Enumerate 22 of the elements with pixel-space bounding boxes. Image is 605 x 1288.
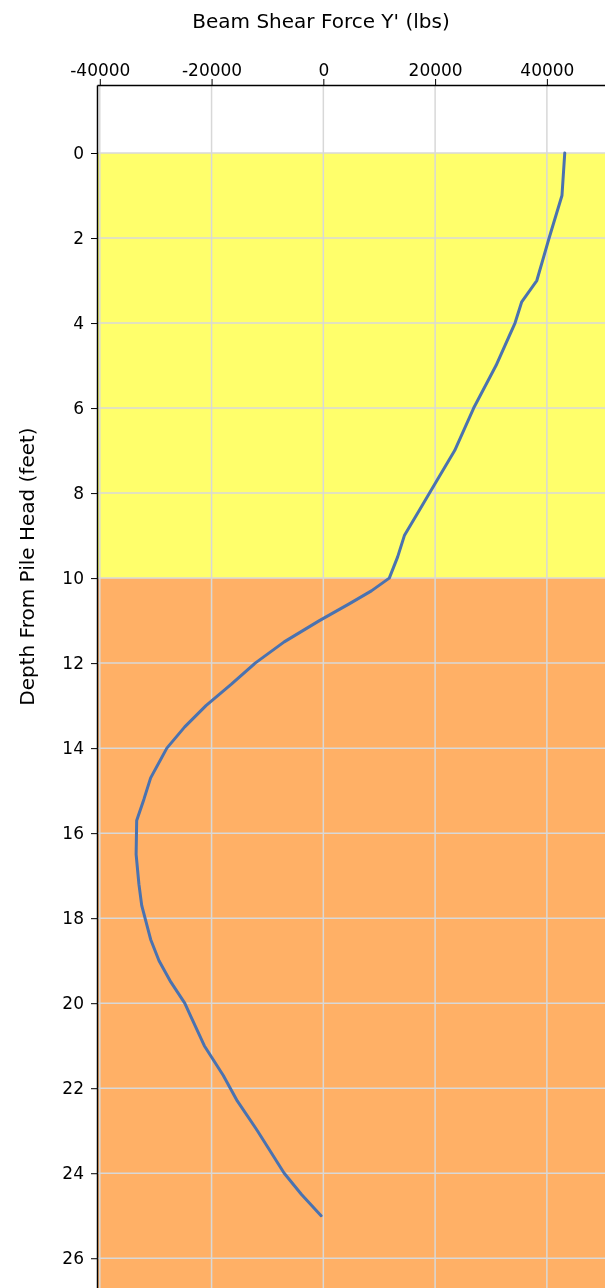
y-tick-label: 10 xyxy=(62,568,84,589)
y-tick-label: 6 xyxy=(73,398,84,419)
x-tick-label: 20000 xyxy=(408,60,463,80)
y-tick-label: 20 xyxy=(62,993,84,1014)
x-tick-label: 0 xyxy=(318,60,330,80)
y-tick-label: 2 xyxy=(73,227,84,248)
y-axis-title: Depth From Pile Head (feet) xyxy=(15,427,39,706)
y-tick-label: 12 xyxy=(62,653,84,674)
y-tick-label: 0 xyxy=(73,142,84,163)
x-tick-label: 40000 xyxy=(520,60,575,80)
line-series xyxy=(134,151,567,1218)
y-tick-label: 8 xyxy=(73,483,84,504)
y-tick-label: 14 xyxy=(62,738,84,759)
y-tick-label: 18 xyxy=(62,908,84,929)
y-tick-label: 4 xyxy=(73,312,84,333)
x-tick-label: -20000 xyxy=(181,60,243,80)
y-tick-label: 26 xyxy=(62,1248,84,1269)
y-tick-label: 16 xyxy=(62,823,84,844)
x-tick-label: -40000 xyxy=(70,60,131,80)
x-axis-title: Beam Shear Force Y' (lbs) xyxy=(192,9,450,33)
y-tick-label: 22 xyxy=(62,1078,84,1099)
y-tick-label: 24 xyxy=(62,1163,84,1184)
